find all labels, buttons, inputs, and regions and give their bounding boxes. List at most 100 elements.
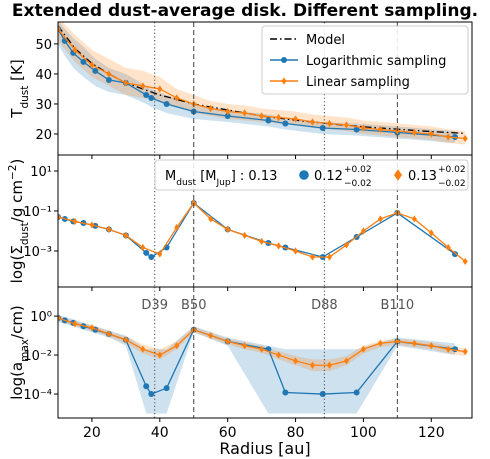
marker: [299, 170, 309, 180]
marker: [123, 336, 129, 344]
marker: [140, 345, 146, 353]
marker: [276, 113, 282, 122]
y-axis-label: log(Σdust/g cm−2): [7, 159, 31, 284]
marker: [293, 357, 299, 365]
marker: [224, 112, 231, 119]
marker: [377, 215, 383, 223]
marker: [360, 345, 366, 353]
marker: [411, 215, 417, 223]
marker: [157, 85, 163, 93]
marker: [174, 342, 180, 350]
y-tick-label: 10⁻¹: [23, 205, 52, 220]
marker: [123, 79, 129, 87]
marker: [360, 227, 366, 235]
uncertainty-band: [380, 121, 398, 137]
y-axis-label-part: [K]: [8, 59, 26, 85]
marker: [174, 94, 180, 102]
y-axis-label: log(amax/cm): [8, 305, 31, 400]
marker: [225, 225, 231, 233]
uncertainty-band: [193, 103, 228, 122]
uncertainty-band: [159, 76, 177, 107]
marker: [326, 253, 332, 261]
marker: [157, 250, 163, 258]
marker: [123, 231, 129, 240]
y-tick-label: 10¹: [30, 165, 52, 180]
plot-area: [58, 314, 468, 414]
marker: [428, 130, 434, 138]
y-axis-label-part: dust: [19, 222, 31, 245]
plot-area: [58, 22, 468, 145]
x-tick-label: 120: [418, 425, 445, 441]
marker: [428, 342, 434, 350]
uncertainty-band: [166, 94, 194, 119]
uncertainty-band: [146, 349, 152, 414]
marker: [462, 348, 468, 356]
uncertainty-band: [278, 109, 296, 125]
marker: [259, 112, 265, 120]
x-tick-label: 60: [219, 425, 237, 441]
marker: [377, 125, 383, 134]
marker: [445, 345, 451, 353]
marker: [89, 221, 95, 229]
y-axis-label-part: /cm): [8, 305, 26, 339]
marker: [140, 243, 146, 252]
y-tick-label: 50: [35, 38, 52, 53]
uncertainty-band: [397, 123, 415, 139]
y-axis-label-part: dust: [19, 86, 31, 109]
y-axis-label-part: /g cm: [8, 180, 26, 222]
marker: [72, 320, 78, 328]
series-line: [58, 202, 466, 262]
marker: [353, 389, 360, 396]
marker: [428, 229, 434, 237]
y-tick-label: 10⁻²: [23, 349, 52, 364]
fit-value: 0.12: [314, 169, 343, 184]
plot-area: [58, 199, 468, 266]
marker: [163, 100, 170, 107]
ring-label: B50: [181, 298, 206, 313]
ring-label: D39: [141, 298, 168, 313]
marker: [106, 225, 112, 233]
y-tick-label: 40: [35, 68, 52, 83]
marker: [106, 330, 112, 338]
marker: [343, 121, 349, 129]
x-tick-label: 80: [287, 425, 305, 441]
marker: [143, 383, 150, 390]
marker: [242, 342, 248, 350]
uncertainty-band: [151, 349, 167, 414]
uncertainty-band: [414, 124, 432, 140]
marker: [208, 215, 214, 223]
marker: [106, 70, 112, 78]
marker: [282, 120, 289, 127]
marker: [281, 57, 287, 63]
uncertainty-band: [108, 330, 126, 346]
fit-plus: +0.02: [344, 165, 372, 175]
y-tick-label: 10⁰: [30, 310, 52, 325]
marker: [276, 351, 282, 359]
marker: [143, 249, 150, 256]
marker: [58, 25, 61, 33]
marker: [105, 76, 112, 83]
y-axis-label-part: log(a: [8, 362, 26, 400]
annotation-text-part: dust: [176, 178, 196, 188]
marker: [72, 46, 78, 54]
marker: [309, 118, 316, 126]
annotation-text-part: ] : 0.13: [231, 169, 278, 184]
marker: [259, 345, 265, 353]
marker: [143, 91, 150, 98]
marker: [326, 361, 332, 369]
uncertainty-band: [431, 126, 449, 143]
fit-value: 0.13: [408, 169, 437, 184]
x-tick-label: 40: [151, 425, 169, 441]
marker: [411, 339, 417, 347]
marker: [225, 107, 231, 116]
uncertainty-band: [295, 111, 313, 128]
marker: [174, 223, 180, 232]
figure-title: Extended dust-average disk. Different sa…: [12, 1, 478, 21]
uncertainty-band: [108, 58, 126, 95]
marker: [293, 115, 299, 123]
legend-label: Linear sampling: [306, 75, 410, 90]
y-tick-label: 20: [35, 128, 52, 143]
marker: [309, 361, 316, 369]
marker: [265, 117, 272, 124]
